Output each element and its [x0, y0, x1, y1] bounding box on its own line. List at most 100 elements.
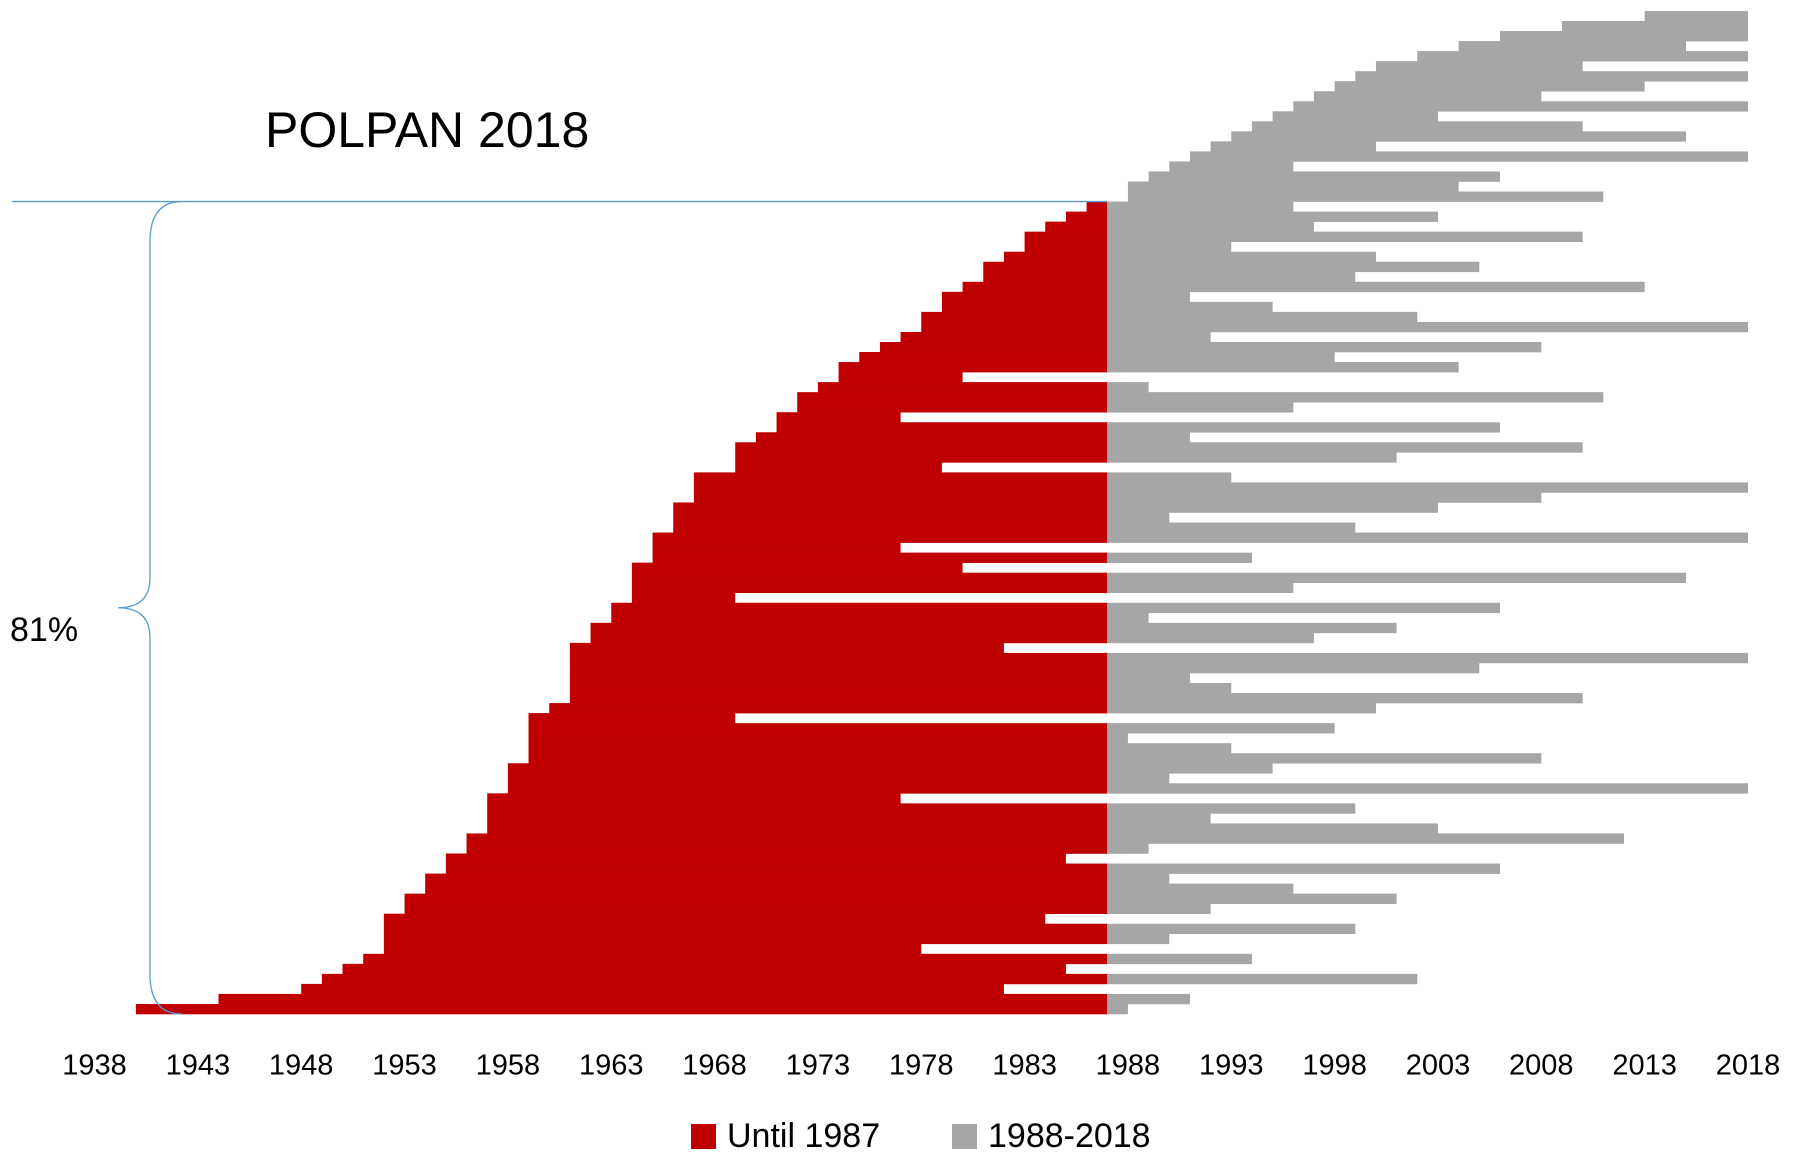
bar-late [1189, 151, 1748, 162]
bar-early [673, 522, 1108, 533]
bar-late [1107, 231, 1583, 242]
bar-late [1107, 472, 1232, 483]
x-tick-label: 1938 [62, 1050, 127, 1082]
legend-label: 1988-2018 [988, 1117, 1151, 1155]
bar-late [1107, 572, 1686, 584]
bar-late [1107, 392, 1604, 403]
bar-early [487, 823, 1108, 834]
bar-late [1107, 211, 1438, 222]
bar-early [466, 833, 1108, 844]
bar-late [1107, 442, 1583, 453]
bar-late [1107, 843, 1149, 854]
bar-early [383, 913, 1046, 925]
bar-early [135, 1003, 1108, 1015]
bar-early [528, 723, 1108, 734]
bar-late [1334, 81, 1645, 92]
bar-late [1107, 382, 1149, 393]
bar-early [983, 261, 1108, 273]
bar-late [1107, 502, 1438, 513]
legend-label: Until 1987 [727, 1117, 880, 1155]
bar-early [611, 602, 1108, 614]
bar-early [363, 953, 1108, 965]
bar-early [1003, 251, 1108, 263]
bar-late [1107, 803, 1356, 814]
bar-late [1107, 743, 1232, 754]
bar-early [735, 452, 1108, 463]
bar-early [941, 301, 1108, 313]
bar-early [1024, 231, 1108, 242]
bar-early [631, 582, 1108, 594]
bar-early [693, 492, 1108, 503]
x-tick-label: 2003 [1406, 1050, 1471, 1082]
bar-late [1107, 933, 1170, 945]
bar-late [1107, 672, 1190, 684]
bar-late [1107, 612, 1149, 624]
bar-early [569, 672, 1108, 684]
bar-early [404, 893, 1108, 904]
bar-late [1107, 632, 1314, 644]
bar-early [445, 863, 1108, 874]
bar-early [776, 412, 901, 423]
bar-late [1107, 823, 1438, 834]
bar-late [1127, 181, 1459, 192]
bar-late [1272, 111, 1438, 122]
bar-early [569, 652, 1108, 664]
bar-late [1107, 261, 1480, 273]
bar-late [1107, 532, 1748, 543]
bar-early [921, 321, 1108, 333]
bar-early [941, 291, 1108, 303]
bar-early [528, 733, 1108, 744]
bar-early [735, 442, 1108, 453]
bar-early [487, 803, 1108, 814]
bar-late [1107, 352, 1335, 363]
bar-early [342, 963, 1066, 975]
bar-early [569, 662, 1108, 674]
bar-early [466, 843, 1108, 854]
bar-early [693, 482, 1108, 493]
bar-early [776, 422, 1108, 433]
bar-early [673, 502, 1108, 513]
bar-early [755, 432, 1108, 443]
bar-early [1024, 241, 1108, 253]
bar-late [1458, 41, 1686, 52]
bar-early [507, 783, 1108, 794]
bar-early [487, 793, 901, 804]
bar-early [693, 472, 1108, 483]
x-tick-label: 1968 [682, 1050, 747, 1082]
bar-early [631, 572, 1108, 584]
bar-late [1169, 161, 1294, 172]
chart-title: POLPAN 2018 [265, 102, 589, 158]
bar-late [1107, 773, 1170, 784]
bar-early [838, 362, 1108, 373]
legend-swatch [691, 1124, 716, 1149]
bar-late [1107, 201, 1294, 212]
bar-late [1107, 432, 1190, 443]
bar-late [1107, 271, 1356, 283]
bar-late [1107, 512, 1170, 523]
bar-late [1417, 51, 1748, 62]
bar-late [1355, 71, 1748, 82]
bar-early [1086, 201, 1108, 212]
x-tick-label: 2008 [1509, 1050, 1574, 1082]
bar-late [1127, 191, 1604, 202]
bar-late [1107, 362, 1459, 373]
x-tick-label: 1953 [372, 1050, 437, 1082]
bar-late [1107, 311, 1418, 323]
bar-late [1107, 883, 1294, 894]
bar-late [1107, 693, 1583, 704]
bar-early [673, 512, 1108, 523]
x-tick-label: 1978 [889, 1050, 954, 1082]
bar-early [569, 693, 1108, 704]
legend-swatch [952, 1124, 977, 1149]
bar-late [1107, 733, 1128, 744]
bar-early [962, 281, 1108, 293]
bar-late [1107, 993, 1190, 1005]
x-tick-label: 1973 [786, 1050, 851, 1082]
bar-early [487, 813, 1108, 824]
bar-early [301, 983, 1004, 995]
bar-late [1107, 652, 1748, 664]
bar-late [1107, 1003, 1128, 1015]
bar-late [1499, 31, 1748, 42]
bar-late [1107, 341, 1542, 353]
